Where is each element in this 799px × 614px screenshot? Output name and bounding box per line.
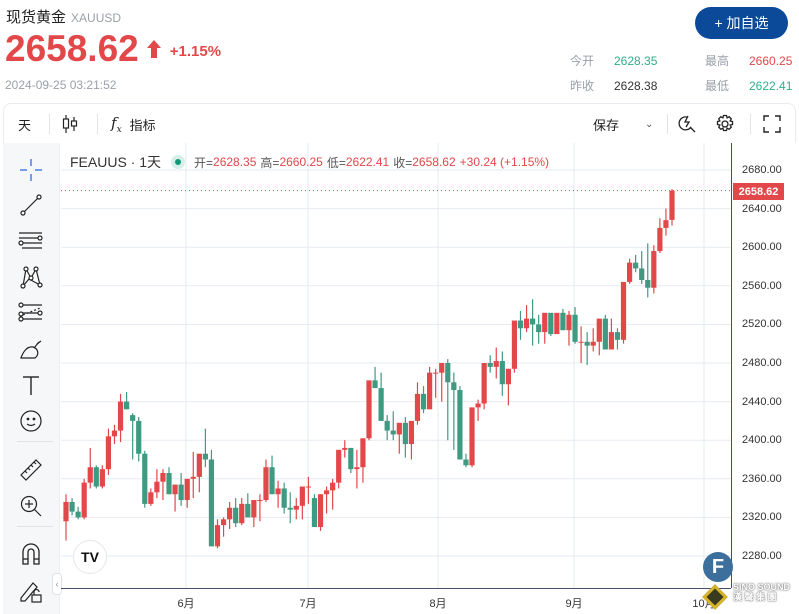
pattern-tool-icon[interactable] (17, 263, 45, 291)
last-price-tag: 2658.62 (733, 183, 784, 200)
x-tick-label: 7月 (299, 598, 317, 610)
add-watchlist-button[interactable]: + 加自选 (695, 7, 788, 39)
last-price: 2658.62 (5, 28, 139, 69)
fib-retracement-icon[interactable] (17, 299, 45, 327)
drawing-toolbar (3, 143, 60, 614)
chart-legend: FEAUUS · 1天 开= 2628.35 高= 2660.25 低= 2622.4… (70, 154, 550, 170)
time-axis[interactable]: 6月 7月 8月 9月 10月 (61, 588, 731, 614)
legend-close: 2658.62 (412, 155, 456, 169)
watermark-f-badge: F (703, 552, 733, 582)
stat-open: 今开 2628.35 (570, 54, 658, 68)
interval-button[interactable]: 天 (18, 117, 32, 133)
indicators-button[interactable]: fx 指标 (111, 113, 156, 135)
chart-toolbar: 天 fx 指标 保存 ⌄ (3, 103, 796, 143)
quote-header: 现货黄金 XAUUSD 2658.62 +1.15% 2024-09-25 03… (0, 0, 799, 100)
emoji-icon[interactable] (17, 407, 45, 435)
settings-gear-icon[interactable] (715, 104, 735, 144)
save-button[interactable]: 保存 (593, 117, 620, 133)
x-tick-label: 8月 (429, 598, 447, 610)
magnet-icon[interactable] (17, 540, 45, 568)
quick-search-icon[interactable] (677, 104, 697, 144)
y-tick-label: 2560.00 (742, 279, 782, 292)
y-tick-label: 2400.00 (742, 434, 782, 447)
price-axis[interactable]: 2680.00 2640.00 2600.00 2560.00 2520.00 2480.… (731, 143, 799, 588)
fullscreen-icon[interactable] (763, 104, 781, 144)
stat-high: 最高 2660.25 (705, 54, 793, 68)
legend-open: 2628.35 (213, 155, 257, 169)
instrument-title: 现货黄金 (6, 9, 67, 26)
legend-low: 2622.41 (345, 155, 390, 169)
y-tick-label: 2320.00 (742, 511, 782, 524)
legend-symbol: FEAUUS · 1天 (70, 154, 162, 170)
legend-change: +30.24 (+1.15%) (459, 155, 550, 169)
x-tick-label: 9月 (565, 598, 583, 610)
collapse-toolbar-chevron-icon[interactable]: ‹ (52, 573, 62, 595)
stat-low: 最低 2622.41 (705, 79, 793, 93)
fx-icon: fx (111, 113, 122, 135)
tradingview-logo-icon[interactable]: TV (73, 540, 107, 574)
y-tick-label: 2480.00 (742, 357, 782, 369)
up-arrow-icon (146, 39, 161, 63)
legend-high: 2660.25 (279, 155, 323, 169)
y-tick-label: 2600.00 (742, 241, 782, 254)
brush-icon[interactable] (17, 335, 45, 363)
y-tick-label: 2640.00 (742, 202, 782, 215)
lock-drawings-icon[interactable] (17, 577, 45, 605)
crosshair-icon[interactable] (17, 156, 45, 184)
change-percent: +1.15% (169, 42, 222, 60)
y-tick-label: 2520.00 (742, 318, 782, 331)
market-status-dot-icon (171, 155, 186, 169)
instrument-symbol: XAUUSD (71, 11, 122, 25)
ruler-icon[interactable] (17, 456, 45, 484)
stat-prev-close: 昨收 2628.38 (570, 79, 658, 93)
save-dropdown-chevron-icon[interactable]: ⌄ (645, 118, 654, 130)
y-tick-label: 2440.00 (742, 395, 782, 408)
quote-timestamp: 2024-09-25 03:21:52 (5, 78, 117, 92)
y-tick-label: 2280.00 (742, 550, 782, 562)
x-tick-label: 6月 (177, 598, 195, 610)
zoom-in-icon[interactable] (17, 492, 45, 520)
y-tick-label: 2680.00 (742, 164, 782, 176)
horizontal-lines-icon[interactable] (17, 227, 45, 255)
text-tool-icon[interactable] (17, 371, 45, 399)
candle-type-icon[interactable] (62, 104, 78, 144)
watermark-text: SINO SOUND 漢 聲 集 團 (733, 582, 791, 602)
candlestick-chart[interactable] (61, 143, 731, 588)
y-tick-label: 2360.00 (742, 472, 782, 485)
trend-line-icon[interactable] (17, 191, 45, 219)
